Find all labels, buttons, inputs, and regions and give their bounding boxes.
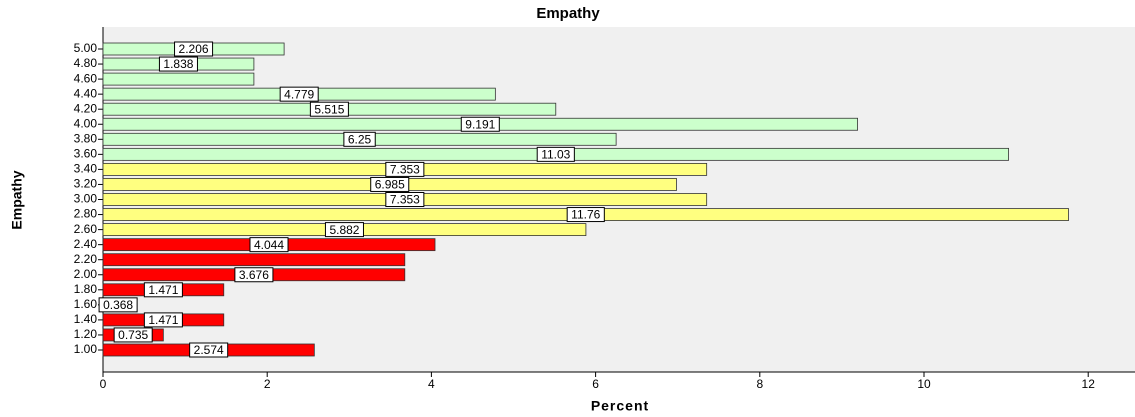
- y-tick-label: 3.20: [74, 177, 98, 191]
- y-tick-label: 5.00: [74, 41, 98, 55]
- y-tick-label: 2.80: [74, 207, 98, 221]
- y-tick-label: 1.00: [74, 342, 98, 356]
- y-tick-label: 1.40: [74, 312, 98, 326]
- y-tick-label: 4.20: [74, 101, 98, 115]
- data-label-box: [309, 101, 349, 117]
- y-tick-label: 4.40: [74, 86, 98, 100]
- y-tick-label: 4.80: [74, 56, 98, 70]
- data-label-box: [113, 327, 153, 343]
- data-label-box: [343, 131, 376, 147]
- data-label: 4.044: [254, 238, 284, 252]
- data-label: 5.515: [314, 102, 344, 116]
- x-tick-label: 2: [264, 377, 271, 391]
- x-tick-label: 6: [592, 377, 599, 391]
- data-label: 1.471: [148, 313, 178, 327]
- data-label-box: [385, 161, 425, 177]
- x-tick-label: 0: [100, 377, 107, 391]
- x-tick-label: 8: [756, 377, 763, 391]
- y-tick-label: 2.60: [74, 222, 98, 236]
- data-label: 2.206: [179, 42, 209, 56]
- data-label-box: [234, 267, 274, 283]
- data-label: 1.838: [163, 57, 193, 71]
- y-tick-label: 2.00: [74, 267, 98, 281]
- data-label: 4.779: [284, 87, 314, 101]
- data-label: 0.368: [103, 298, 133, 312]
- data-label: 9.191: [465, 117, 495, 131]
- data-label-box: [385, 192, 425, 207]
- data-label-box: [174, 41, 214, 57]
- data-label: 5.882: [329, 223, 359, 237]
- data-label-box: [143, 282, 183, 298]
- y-tick-label: 1.20: [74, 327, 98, 341]
- y-tick-label: 2.20: [74, 252, 98, 266]
- data-label-box: [189, 342, 229, 358]
- data-label-box: [98, 297, 138, 313]
- data-label-box: [324, 222, 364, 238]
- x-tick-label: 4: [428, 377, 435, 391]
- data-label-box: [158, 56, 198, 72]
- data-label: 11.03: [541, 148, 570, 162]
- data-label-box: [279, 86, 319, 102]
- x-axis-label: Percent: [591, 398, 649, 414]
- data-label: 6.985: [375, 178, 405, 192]
- y-tick-label: 1.80: [74, 282, 98, 296]
- y-tick-label: 1.60: [74, 297, 98, 311]
- x-tick-label: 10: [917, 377, 931, 391]
- x-tick-label: 12: [1082, 377, 1096, 391]
- y-tick-label: 3.80: [74, 131, 98, 145]
- y-tick-label: 4.60: [74, 71, 98, 85]
- data-label: 7.353: [390, 193, 420, 207]
- data-label: 2.574: [194, 343, 224, 357]
- bar: [102, 72, 255, 86]
- data-label-box: [566, 207, 605, 223]
- data-label: 1.471: [148, 283, 178, 297]
- y-tick-label: 4.00: [74, 116, 98, 130]
- y-tick-label: 3.60: [74, 147, 98, 161]
- bar: [102, 253, 406, 267]
- data-label-box: [370, 176, 410, 192]
- data-label: 7.353: [390, 163, 420, 177]
- y-tick-label: 3.00: [74, 192, 98, 206]
- y-tick-label: 2.40: [74, 237, 98, 251]
- data-label-box: [249, 237, 289, 253]
- data-label: 11.76: [571, 208, 600, 222]
- data-label: 0.735: [118, 328, 148, 342]
- y-axis-label: Empathy: [9, 170, 25, 229]
- y-tick-label: 3.40: [74, 162, 98, 176]
- data-label: 6.25: [348, 132, 372, 146]
- data-label: 3.676: [239, 268, 269, 282]
- data-label-box: [143, 312, 183, 328]
- chart-title: Empathy: [536, 5, 600, 22]
- data-label-box: [460, 116, 500, 132]
- data-label-box: [536, 146, 575, 162]
